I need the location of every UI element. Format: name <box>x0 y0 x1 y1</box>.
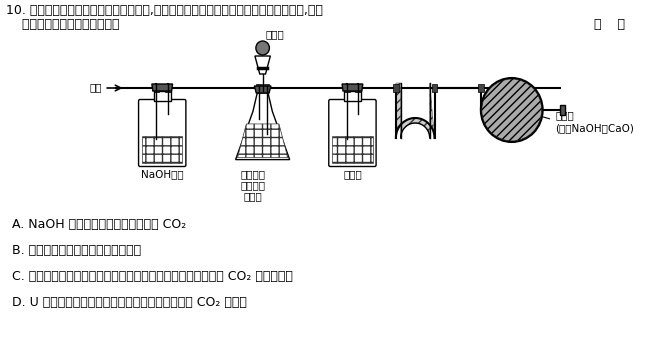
Bar <box>154 91 170 101</box>
Bar <box>432 84 437 92</box>
Polygon shape <box>342 84 363 91</box>
Bar <box>478 84 484 92</box>
Bar <box>393 84 399 92</box>
Text: D. U 型管和干燥管中碱石灰的增重总和是反应生成 CO₂ 的质量: D. U 型管和干燥管中碱石灰的增重总和是反应生成 CO₂ 的质量 <box>12 296 246 309</box>
FancyBboxPatch shape <box>139 100 186 166</box>
Bar <box>560 105 565 115</box>
Bar <box>355 84 361 92</box>
Polygon shape <box>236 93 290 160</box>
Bar <box>256 84 262 92</box>
Text: NaOH溶液: NaOH溶液 <box>141 169 183 179</box>
Text: C. 当锥形瓶中反应结束后再持续鼓入一段时间空气的目的是让 CO₂ 吸收更充分: C. 当锥形瓶中反应结束后再持续鼓入一段时间空气的目的是让 CO₂ 吸收更充分 <box>12 270 292 283</box>
Text: 浓硫酸: 浓硫酸 <box>343 169 362 179</box>
Bar <box>332 136 373 163</box>
Bar <box>343 84 349 92</box>
Bar <box>264 84 270 92</box>
Bar <box>332 136 373 163</box>
Text: 稀硫酸: 稀硫酸 <box>266 29 284 39</box>
Circle shape <box>256 41 270 55</box>
Bar <box>142 136 183 163</box>
Text: 空气: 空气 <box>90 82 102 92</box>
Polygon shape <box>254 86 271 93</box>
Text: (固体NaOH和CaO): (固体NaOH和CaO) <box>555 123 634 134</box>
Text: 硫酸钠的: 硫酸钠的 <box>240 180 266 190</box>
Circle shape <box>482 79 542 141</box>
Bar <box>142 136 183 163</box>
Text: B. 若去掉浓硫酸会导致所测结果偏大: B. 若去掉浓硫酸会导致所测结果偏大 <box>12 244 141 257</box>
Text: 混合物: 混合物 <box>244 191 262 201</box>
Bar <box>344 91 361 101</box>
Text: A. NaOH 溶液的作用是除去空气中的 CO₂: A. NaOH 溶液的作用是除去空气中的 CO₂ <box>12 218 186 231</box>
Polygon shape <box>396 83 435 138</box>
Bar <box>165 84 171 92</box>
Text: 碳酸钠和: 碳酸钠和 <box>240 169 266 179</box>
Bar <box>154 84 159 92</box>
Circle shape <box>481 78 542 142</box>
Text: 如图实验。下列分析错误的是: 如图实验。下列分析错误的是 <box>6 18 119 31</box>
Text: （    ）: （ ） <box>594 18 625 31</box>
Polygon shape <box>238 124 288 158</box>
Text: 碱石灰: 碱石灰 <box>555 110 574 121</box>
Polygon shape <box>152 84 172 91</box>
Text: 10. 实验室存在碳酸钠和硫酸钠的混合物,某实验小组为测定混合物中碳酸钠的质量分数,设计: 10. 实验室存在碳酸钠和硫酸钠的混合物,某实验小组为测定混合物中碳酸钠的质量分… <box>6 4 323 17</box>
Polygon shape <box>255 56 270 74</box>
FancyBboxPatch shape <box>329 100 376 166</box>
